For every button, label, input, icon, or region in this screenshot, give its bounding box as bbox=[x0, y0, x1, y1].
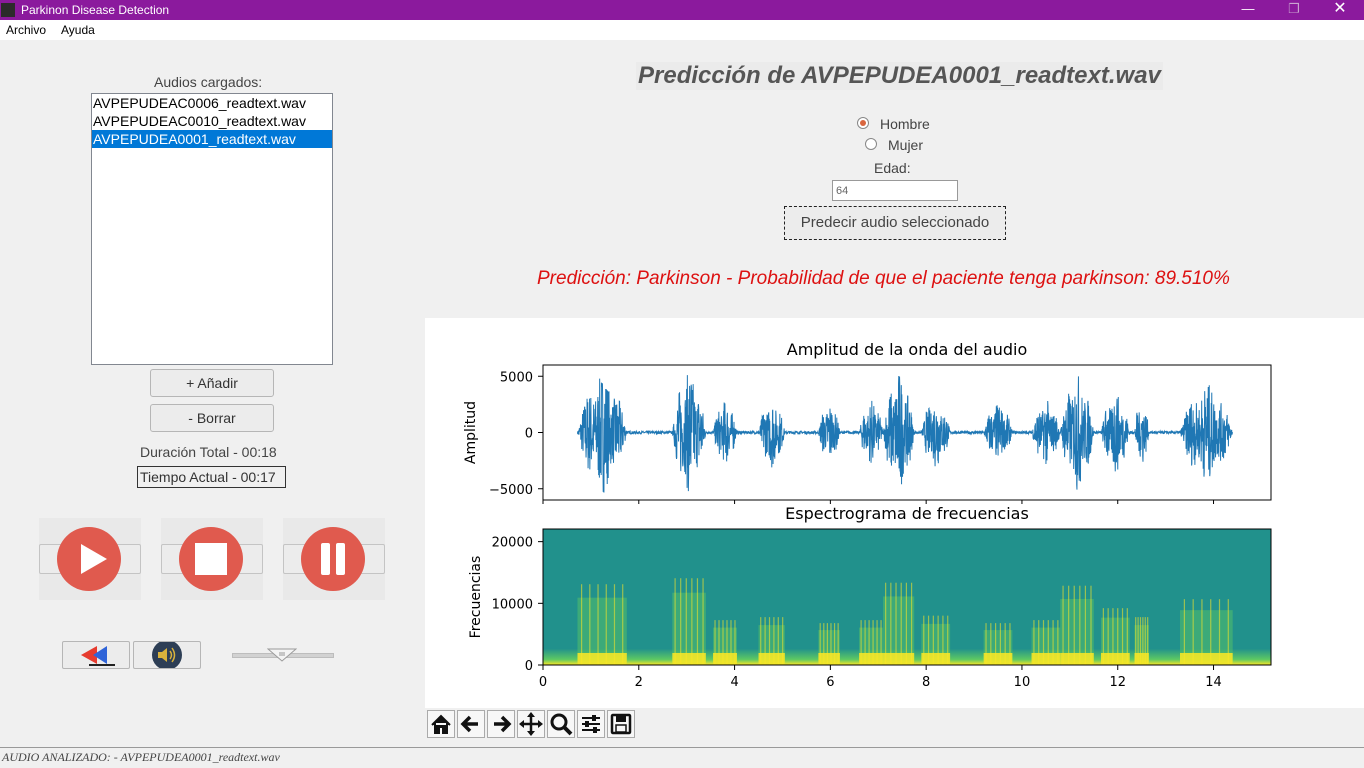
audio-file-list[interactable]: AVPEPUDEAC0006_readtext.wav AVPEPUDEAC00… bbox=[91, 93, 333, 365]
speaker-icon bbox=[152, 640, 182, 670]
spectrogram-low-band bbox=[921, 653, 951, 665]
save-icon[interactable] bbox=[607, 710, 635, 738]
spectrogram-xtick-label: 10 bbox=[1014, 675, 1031, 690]
spectrogram-chart-title: Espectrograma de frecuencias bbox=[785, 504, 1029, 523]
spectrogram-xtick-label: 6 bbox=[826, 675, 834, 690]
list-item[interactable]: AVPEPUDEAC0010_readtext.wav bbox=[93, 113, 306, 129]
amplitude-ylabel: Amplitud bbox=[463, 401, 479, 464]
age-label: Edad: bbox=[874, 160, 911, 176]
zoom-icon[interactable] bbox=[547, 710, 575, 738]
play-icon bbox=[57, 527, 121, 591]
spectrogram-xtick-label: 14 bbox=[1205, 675, 1222, 690]
add-button[interactable]: + Añadir bbox=[150, 369, 274, 397]
predict-button[interactable]: Predecir audio seleccionado bbox=[784, 206, 1006, 240]
spectrogram-energy-band bbox=[672, 592, 706, 665]
prediction-result: Predicción: Parkinson - Probabilidad de … bbox=[537, 268, 1230, 289]
amplitude-series-line bbox=[576, 375, 1233, 493]
spectrogram-low-band bbox=[1100, 653, 1130, 665]
radio-mujer[interactable] bbox=[865, 138, 877, 150]
menu-bar: Archivo Ayuda bbox=[0, 20, 1364, 40]
spectrogram-xtick-label: 4 bbox=[730, 675, 738, 690]
age-input[interactable] bbox=[832, 180, 958, 201]
delete-button[interactable]: - Borrar bbox=[150, 404, 274, 432]
spectrogram-ytick-label: 10000 bbox=[492, 597, 533, 612]
amplitude-ytick-label: −5000 bbox=[489, 483, 533, 498]
spectrogram-low-band bbox=[983, 653, 1013, 665]
spectrogram-xtick-label: 8 bbox=[922, 675, 930, 690]
pause-button[interactable] bbox=[283, 518, 385, 600]
spectrogram-low-band bbox=[1031, 653, 1061, 665]
title-bar: Parkinon Disease Detection — ❐ ✕ bbox=[0, 0, 1364, 20]
amplitude-chart-title: Amplitud de la onda del audio bbox=[787, 340, 1028, 359]
volume-button[interactable] bbox=[133, 640, 201, 670]
play-button[interactable] bbox=[39, 518, 141, 600]
spectrogram-xtick-label: 2 bbox=[635, 675, 643, 690]
window-title: Parkinon Disease Detection bbox=[21, 3, 170, 17]
status-text: AUDIO ANALIZADO: - AVPEPUDEA0001_readtex… bbox=[2, 750, 280, 764]
minimize-button[interactable]: — bbox=[1241, 1, 1255, 16]
spectrogram-low-band bbox=[577, 653, 627, 665]
audio-list-label: Audios cargados: bbox=[154, 74, 263, 90]
close-button[interactable]: ✕ bbox=[1333, 0, 1347, 17]
rewind-icon bbox=[81, 646, 115, 666]
spectrogram-low-band bbox=[883, 653, 915, 665]
stop-icon bbox=[179, 527, 243, 591]
chart-figure: Amplitud de la onda del audio Amplitud 500… bbox=[425, 318, 1364, 708]
charts-svg: Amplitud de la onda del audio Amplitud 500… bbox=[463, 340, 1272, 690]
pan-icon[interactable] bbox=[517, 710, 545, 738]
radio-mujer-label: Mujer bbox=[888, 137, 924, 153]
total-duration: Duración Total - 00:18 bbox=[140, 444, 277, 460]
pause-icon bbox=[301, 527, 365, 591]
menu-ayuda[interactable]: Ayuda bbox=[61, 23, 95, 37]
spectrogram-low-band bbox=[758, 653, 785, 665]
spectrogram-low-band bbox=[1180, 653, 1233, 665]
home-icon[interactable] bbox=[427, 710, 455, 738]
volume-slider-thumb[interactable] bbox=[267, 648, 297, 662]
list-item[interactable]: AVPEPUDEAC0006_readtext.wav bbox=[93, 95, 306, 111]
current-time: Tiempo Actual - 00:17 bbox=[137, 466, 286, 488]
volume-slider[interactable] bbox=[232, 648, 334, 662]
spectrogram-ytick-label: 20000 bbox=[492, 536, 533, 551]
list-item-selected[interactable]: AVPEPUDEA0001_readtext.wav bbox=[92, 130, 332, 148]
status-bar: AUDIO ANALIZADO: - AVPEPUDEA0001_readtex… bbox=[0, 747, 1364, 768]
spectrogram-low-band bbox=[1060, 653, 1094, 665]
spectrogram-low-band bbox=[859, 653, 884, 665]
radio-hombre[interactable] bbox=[857, 117, 869, 129]
spectrogram-low-band bbox=[818, 653, 840, 665]
back-icon[interactable] bbox=[457, 710, 485, 738]
spectrogram-low-band bbox=[672, 653, 706, 665]
spectrogram-xtick-label: 12 bbox=[1109, 675, 1126, 690]
spectrogram-ylabel: Frecuencias bbox=[468, 556, 484, 639]
prediction-title: Predicción de AVPEPUDEA0001_readtext.wav bbox=[636, 62, 1163, 90]
spectrogram-xtick-label: 0 bbox=[539, 675, 547, 690]
stop-button[interactable] bbox=[161, 518, 263, 600]
radio-hombre-label: Hombre bbox=[880, 116, 930, 132]
spectrogram-ytick-label: 0 bbox=[525, 659, 533, 674]
maximize-button[interactable]: ❐ bbox=[1288, 1, 1300, 16]
forward-icon[interactable] bbox=[487, 710, 515, 738]
spectrogram-low-band bbox=[1134, 653, 1149, 665]
spectrogram-low-band bbox=[713, 653, 737, 665]
spectrogram-axes-frame bbox=[542, 528, 1272, 666]
app-icon bbox=[1, 3, 15, 17]
menu-archivo[interactable]: Archivo bbox=[6, 23, 47, 37]
rewind-button[interactable] bbox=[62, 641, 130, 669]
configure-icon[interactable] bbox=[577, 710, 605, 738]
amplitude-ytick-label: 5000 bbox=[500, 370, 533, 385]
amplitude-ytick-label: 0 bbox=[525, 427, 533, 442]
